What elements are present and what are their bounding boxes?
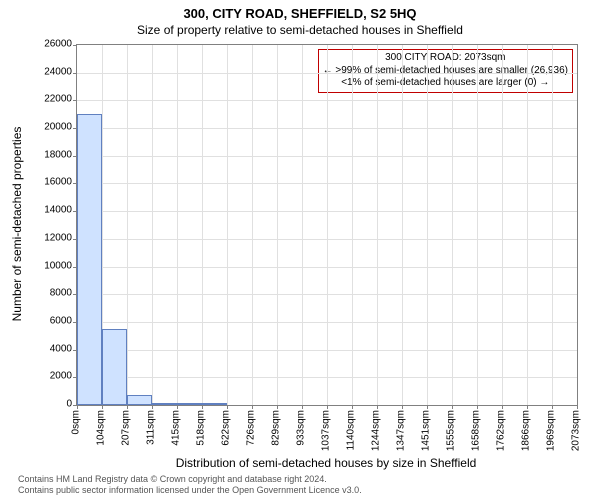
x-tick-label: 207sqm (121, 410, 132, 446)
x-tick-label: 1347sqm (396, 410, 407, 451)
x-tick-label: 1244sqm (371, 410, 382, 451)
x-tick-label: 415sqm (171, 410, 182, 446)
footer-line: Contains public sector information licen… (18, 485, 362, 496)
histogram-bar (127, 395, 152, 405)
histogram-bar (77, 114, 102, 405)
y-tick-label: 10000 (32, 260, 72, 271)
x-axis-label: Distribution of semi-detached houses by … (76, 456, 576, 470)
y-axis-label: Number of semi-detached properties (10, 44, 24, 404)
y-tick-label: 22000 (32, 94, 72, 105)
x-tick-label: 726sqm (246, 410, 257, 446)
histogram-bar (102, 329, 127, 405)
x-tick-label: 518sqm (196, 410, 207, 446)
y-tick-label: 20000 (32, 122, 72, 133)
x-tick-label: 1658sqm (471, 410, 482, 451)
annotation-line: 300 CITY ROAD: 2073sqm (323, 52, 568, 65)
histogram-bar (152, 403, 177, 405)
x-tick-label: 0sqm (71, 410, 82, 434)
y-tick-label: 4000 (32, 343, 72, 354)
x-tick-label: 622sqm (221, 410, 232, 446)
y-tick-label: 0 (32, 399, 72, 410)
x-tick-label: 933sqm (296, 410, 307, 446)
x-tick-label: 1037sqm (321, 410, 332, 451)
attribution-footer: Contains HM Land Registry data © Crown c… (18, 474, 362, 496)
y-tick-label: 26000 (32, 39, 72, 50)
y-tick-label: 12000 (32, 232, 72, 243)
x-tick-label: 1866sqm (521, 410, 532, 451)
annotation-box: 300 CITY ROAD: 2073sqm ← >99% of semi-de… (318, 49, 573, 93)
x-tick-label: 1969sqm (546, 410, 557, 451)
y-tick-label: 2000 (32, 371, 72, 382)
x-tick-label: 1140sqm (346, 410, 357, 450)
annotation-line: ← >99% of semi-detached houses are small… (323, 65, 568, 78)
y-tick-label: 14000 (32, 205, 72, 216)
chart-title-line2: Size of property relative to semi-detach… (0, 21, 600, 37)
y-tick-label: 16000 (32, 177, 72, 188)
x-tick-label: 1762sqm (496, 410, 507, 451)
x-tick-label: 1451sqm (421, 410, 432, 451)
x-tick-label: 2073sqm (571, 410, 582, 451)
plot-area: 300 CITY ROAD: 2073sqm ← >99% of semi-de… (76, 44, 578, 406)
histogram-bar (202, 403, 227, 405)
footer-line: Contains HM Land Registry data © Crown c… (18, 474, 362, 485)
x-tick-label: 104sqm (96, 410, 107, 446)
histogram-bar (177, 403, 202, 405)
y-tick-label: 24000 (32, 66, 72, 77)
annotation-line: <1% of semi-detached houses are larger (… (323, 77, 568, 90)
chart-title-line1: 300, CITY ROAD, SHEFFIELD, S2 5HQ (0, 0, 600, 21)
x-tick-label: 1555sqm (446, 410, 457, 451)
y-tick-label: 8000 (32, 288, 72, 299)
x-tick-label: 829sqm (271, 410, 282, 446)
y-tick-label: 6000 (32, 315, 72, 326)
y-tick-label: 18000 (32, 149, 72, 160)
x-tick-label: 311sqm (146, 410, 157, 445)
